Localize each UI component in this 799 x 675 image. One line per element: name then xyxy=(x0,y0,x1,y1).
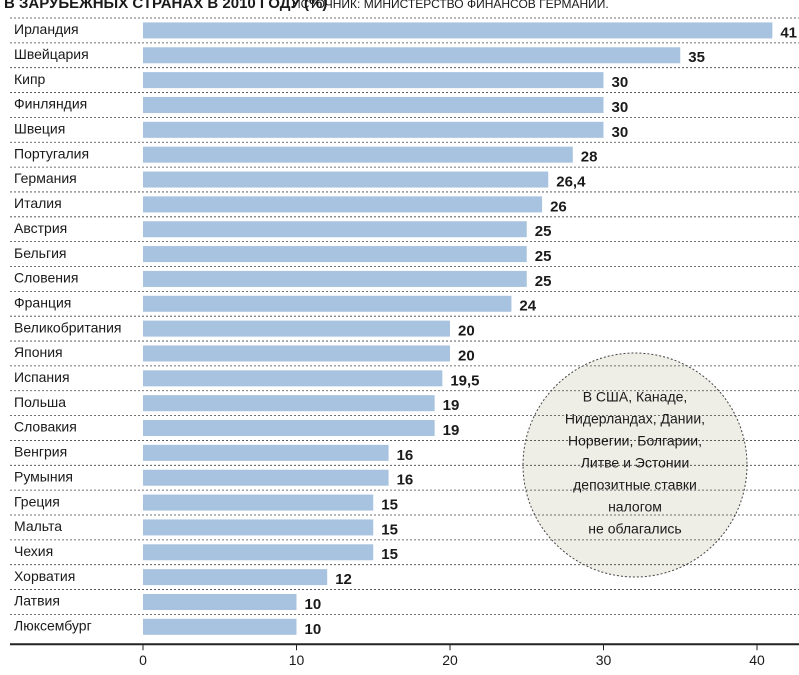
annotation-text: Нидерландах, Дании, xyxy=(565,411,705,427)
value-label: 15 xyxy=(381,521,398,538)
category-label: Германия xyxy=(14,170,77,186)
category-label: Словения xyxy=(14,270,78,286)
x-tick-label: 10 xyxy=(289,652,305,668)
bar xyxy=(143,544,374,561)
chart-title: В ЗАРУБЕЖНЫХ СТРАНАХ В 2010 ГОДУ (%) xyxy=(4,0,327,12)
category-label: Румыния xyxy=(14,468,73,484)
category-label: Великобритания xyxy=(14,319,122,335)
value-label: 30 xyxy=(612,99,629,116)
category-label: Греция xyxy=(14,493,60,509)
x-tick-label: 40 xyxy=(749,652,765,668)
bar xyxy=(143,22,773,39)
value-label: 12 xyxy=(335,571,352,588)
category-label: Италия xyxy=(14,195,62,211)
bar xyxy=(143,618,297,635)
value-label: 19 xyxy=(443,422,460,439)
annotation-text: Литве и Эстонии xyxy=(581,455,690,471)
category-label: Венгрия xyxy=(14,444,67,460)
category-label: Словакия xyxy=(14,419,77,435)
category-label: Мальта xyxy=(14,518,62,534)
bar xyxy=(143,320,450,337)
bar xyxy=(143,420,435,437)
bar xyxy=(143,47,681,64)
bar xyxy=(143,270,527,287)
category-label: Испания xyxy=(14,369,70,385)
category-label: Япония xyxy=(14,344,63,360)
value-label: 25 xyxy=(535,273,552,290)
category-label: Чехия xyxy=(14,543,53,559)
value-label: 20 xyxy=(458,323,475,340)
category-label: Хорватия xyxy=(14,568,75,584)
x-tick-label: 0 xyxy=(139,652,147,668)
category-label: Финляндия xyxy=(14,96,87,112)
bar xyxy=(143,345,450,362)
annotation-text: налогом xyxy=(608,499,662,515)
value-label: 15 xyxy=(381,497,398,514)
bar xyxy=(143,196,543,213)
category-label: Кипр xyxy=(14,71,46,87)
bar xyxy=(143,295,512,312)
category-label: Люксембург xyxy=(14,618,92,634)
bar xyxy=(143,569,328,586)
value-label: 19,5 xyxy=(450,372,479,389)
value-label: 41 xyxy=(780,24,797,41)
value-label: 25 xyxy=(535,223,552,240)
annotation-text: депозитные ставки xyxy=(573,477,697,493)
value-label: 26 xyxy=(550,198,567,215)
annotation-text: не облагались xyxy=(588,521,681,537)
x-tick-label: 30 xyxy=(596,652,612,668)
value-label: 25 xyxy=(535,248,552,265)
value-label: 19 xyxy=(443,397,460,414)
category-label: Польша xyxy=(14,394,66,410)
value-label: 30 xyxy=(612,124,629,141)
bar xyxy=(143,221,527,238)
bar xyxy=(143,146,573,163)
value-label: 30 xyxy=(612,74,629,91)
category-label: Ирландия xyxy=(14,21,79,37)
bar xyxy=(143,494,374,511)
category-label: Бельгия xyxy=(14,245,66,261)
value-label: 26,4 xyxy=(556,173,586,190)
bar xyxy=(143,519,374,536)
value-label: 10 xyxy=(305,621,322,638)
category-label: Австрия xyxy=(14,220,67,236)
category-label: Франция xyxy=(14,294,71,310)
bar xyxy=(143,444,389,461)
annotation-text: В США, Канаде, xyxy=(583,389,688,405)
category-label: Швейцария xyxy=(14,46,89,62)
value-label: 16 xyxy=(397,472,414,489)
annotation-text: Норвегии, Болгарии, xyxy=(568,433,702,449)
value-label: 24 xyxy=(519,298,536,315)
value-label: 16 xyxy=(397,447,414,464)
value-label: 20 xyxy=(458,347,475,364)
bar xyxy=(143,246,527,263)
bar xyxy=(143,171,549,188)
x-tick-label: 20 xyxy=(442,652,458,668)
category-label: Латвия xyxy=(14,593,60,609)
bar xyxy=(143,469,389,486)
bar xyxy=(143,593,297,610)
value-label: 35 xyxy=(688,49,705,66)
value-label: 15 xyxy=(381,546,398,563)
bar xyxy=(143,370,443,387)
bar xyxy=(143,121,604,138)
bar xyxy=(143,72,604,89)
category-label: Португалия xyxy=(14,145,89,161)
source: ИСТОЧНИК: МИНИСТЕРСТВО ФИНАНСОВ ГЕРМАНИИ… xyxy=(292,0,609,11)
category-label: Швеция xyxy=(14,121,65,137)
value-label: 28 xyxy=(581,149,598,166)
value-label: 10 xyxy=(305,596,322,613)
bar xyxy=(143,395,435,412)
bar xyxy=(143,96,604,113)
